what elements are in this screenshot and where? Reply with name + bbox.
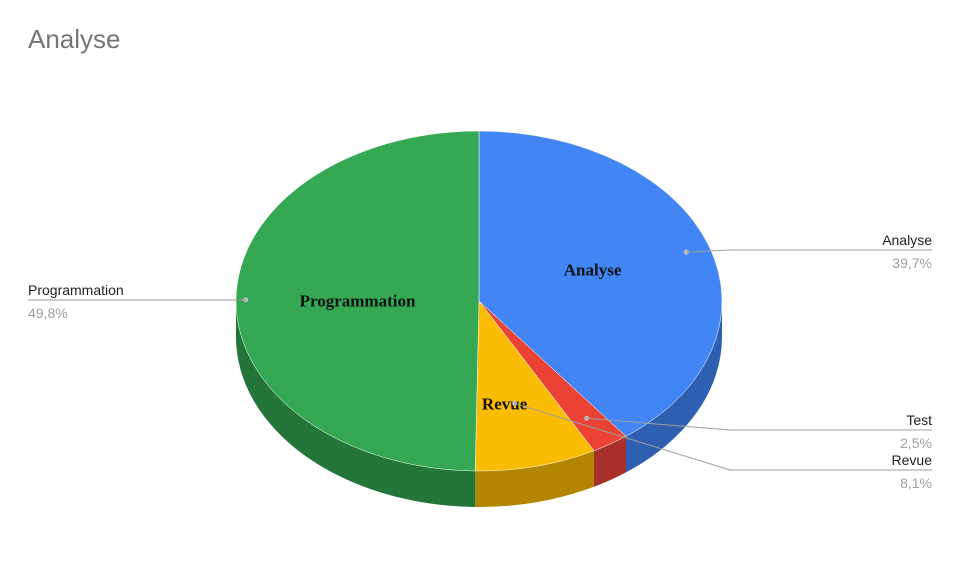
callout-percent-analyse: 39,7% [892,255,932,271]
callout-line-test [586,417,932,431]
callout-percent-programmation: 49,8% [28,305,68,321]
pie-slice-analyse[interactable] [478,130,723,437]
pie-side-analyse [625,301,722,473]
chart-title: Analyse [28,24,121,54]
pie-inner-labels: Analyse Revue Programmation [300,261,622,414]
pie-side-test [593,436,626,487]
slice-label-programmation: Programmation [300,291,416,310]
callout-line-revue [514,402,932,471]
callout-percent-revue: 8,1% [900,475,932,491]
callout-name-programmation: Programmation [28,282,124,298]
pie-side-revue [475,450,594,507]
pie-sides [236,301,722,507]
callout-name-revue: Revue [892,452,933,468]
slice-label-analyse: Analyse [564,261,622,280]
callout-percent-test: 2,5% [900,435,932,451]
slice-label-revue: Revue [482,394,528,413]
pie-slice-revue[interactable] [474,300,595,472]
pie-tops [235,130,723,472]
pie-callouts: Analyse39,7%Test2,5%Revue8,1%Programmati… [28,232,932,491]
pie-side-programmation [236,301,476,507]
callout-name-test: Test [906,412,932,428]
callout-name-analyse: Analyse [882,232,932,248]
callout-line-analyse [686,249,932,253]
